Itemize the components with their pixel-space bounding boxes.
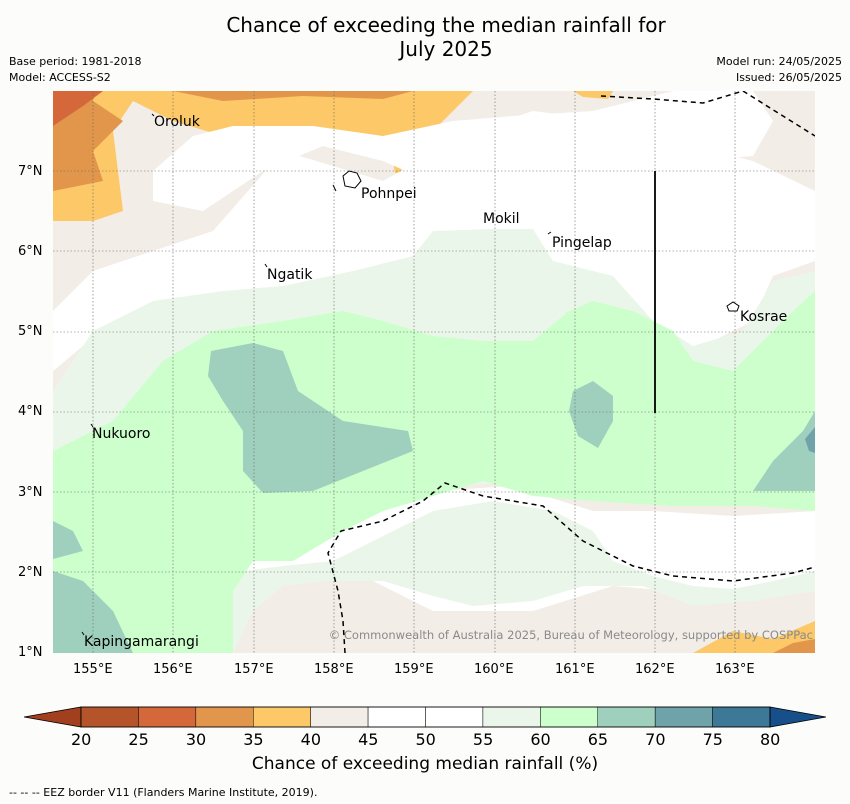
place-mokil: Mokil [483, 211, 520, 227]
colorbar [24, 706, 826, 728]
issued-date: Issued: 26/05/2025 [735, 71, 842, 84]
lon-tick-160: 160°E [474, 662, 514, 677]
pingelap-mark [547, 231, 552, 235]
band-35-40 [53, 91, 473, 221]
lat-tick-2: 2°N [18, 565, 43, 580]
nukuoro-mark [90, 423, 94, 428]
lon-tick-155: 155°E [73, 662, 113, 677]
rainfall-map: Oroluk Pohnpei Mokil Pingelap Ngatik Kos… [53, 91, 815, 653]
eez-border [327, 91, 815, 653]
colorbar-label: 75 [702, 730, 723, 749]
colorbar-label: 35 [243, 730, 264, 749]
lat-tick-3: 3°N [18, 485, 43, 500]
colorbar-label: 45 [358, 730, 379, 749]
colorbar-cell [367, 706, 426, 728]
footer-note: -- -- -- EEZ border V11 (Flanders Marine… [9, 786, 318, 799]
copyright-notice: © Commonwealth of Australia 2025, Bureau… [329, 628, 813, 642]
band-65-70-d [53, 521, 83, 559]
lat-tick-5: 5°N [18, 324, 43, 339]
colorbar-label: 40 [300, 730, 322, 749]
colorbar-label: 20 [71, 730, 92, 749]
kosrae-island-icon [726, 301, 740, 312]
band-70-75 [805, 427, 815, 453]
colorbar-cell [80, 706, 139, 728]
map-title: Chance of exceeding the median rainfall … [0, 13, 850, 61]
place-nukuoro: Nukuoro [92, 426, 150, 442]
lon-tick-159: 159°E [394, 662, 434, 677]
colorbar-cell [482, 706, 541, 728]
colorbar-label: 25 [128, 730, 149, 749]
colorbar-label: 70 [645, 730, 666, 749]
model-name: Model: ACCESS-S2 [9, 71, 111, 84]
band-35-40-b [573, 91, 613, 99]
colorbar-label: 30 [185, 730, 207, 749]
lat-tick-1: 1°N [18, 645, 43, 660]
lon-tick-162: 162°E [635, 662, 675, 677]
kapinga-mark [81, 631, 85, 636]
lat-tick-6: 6°N [18, 244, 43, 259]
colorbar-extend-high [769, 706, 826, 728]
meta-right: Model run: 24/05/2025 Issued: 26/05/2025 [716, 54, 842, 86]
title-line-1: Chance of exceeding the median rainfall … [226, 13, 666, 37]
colorbar-cell [712, 706, 771, 728]
band-45-55-north [153, 91, 773, 211]
islet-mark-a [332, 184, 337, 192]
colorbar-cell [253, 706, 311, 728]
lon-tick-157: 157°E [234, 662, 274, 677]
colorbar-cell [540, 706, 598, 728]
band-65-70-a [208, 343, 413, 493]
colorbar-cell [310, 706, 369, 728]
band-25-30 [53, 91, 103, 126]
band-65-70-c [753, 411, 815, 491]
colorbar-cell [425, 706, 484, 728]
colorbar-label: 55 [472, 730, 494, 749]
band-35-40-se [693, 621, 815, 653]
pohnpei-island-icon [342, 170, 362, 189]
colorbar-extend-low [24, 706, 82, 728]
place-pingelap: Pingelap [552, 235, 612, 251]
model-run: Model run: 24/05/2025 [716, 55, 842, 68]
lat-tick-7: 7°N [18, 164, 43, 179]
lon-tick-156: 156°E [153, 662, 193, 677]
colorbar-label: 65 [587, 730, 609, 749]
base-period: Base period: 1981-2018 [9, 55, 142, 68]
colorbar-cell [597, 706, 656, 728]
colorbar-cell [138, 706, 197, 728]
meta-left: Base period: 1981-2018 Model: ACCESS-S2 [9, 54, 141, 86]
place-kapingamarangi: Kapingamarangi [84, 634, 199, 650]
colorbar-title: Chance of exceeding median rainfall (%) [251, 754, 599, 774]
band-65-70-e [53, 571, 133, 653]
graticule [53, 91, 815, 653]
band-30-35-se [773, 639, 815, 653]
place-ngatik: Ngatik [267, 267, 313, 283]
place-pohnpei: Pohnpei [361, 186, 417, 202]
colorbar-cell [654, 706, 713, 728]
place-kosrae: Kosrae [740, 309, 787, 325]
oroluk-mark [151, 113, 155, 117]
colorbar-cell [195, 706, 254, 728]
colorbar-label: 60 [530, 730, 551, 749]
lon-tick-158: 158°E [314, 662, 354, 677]
lon-tick-163: 163°E [715, 662, 755, 677]
ngatik-mark [264, 263, 268, 268]
band-65-70-b [569, 381, 613, 448]
band-55-60-south [203, 501, 815, 653]
place-oroluk: Oroluk [154, 114, 201, 130]
lon-tick-161: 161°E [555, 662, 595, 677]
band-60-65-b [565, 301, 613, 336]
colorbar-label: 80 [760, 730, 781, 749]
title-line-2: July 2025 [399, 37, 493, 61]
colorbar-label: 50 [415, 730, 436, 749]
lat-tick-4: 4°N [18, 404, 43, 419]
